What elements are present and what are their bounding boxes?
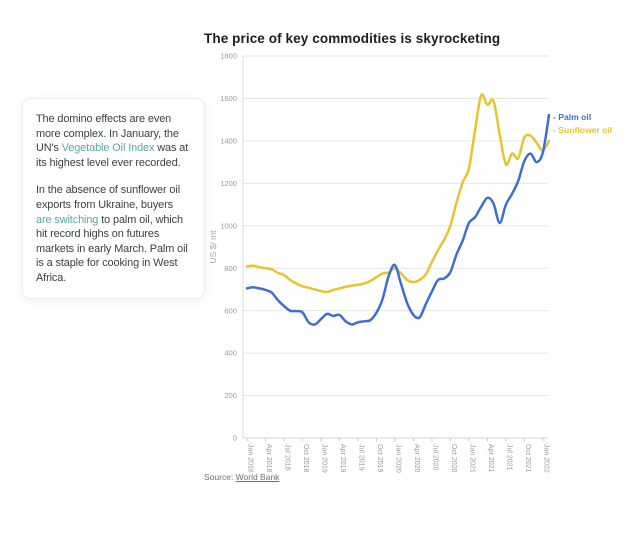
x-tick-label: Oct 2020 [450, 444, 457, 473]
x-tick-label: Jul 2018 [283, 444, 290, 471]
line-sunflower-oil [245, 93, 551, 294]
source-label: Source: [204, 472, 236, 482]
legend-palm-oil: - Palm oil [553, 112, 591, 122]
inline-text: In the absence of sunflower oil exports … [36, 184, 181, 211]
chart-title: The price of key commodities is skyrocke… [204, 31, 501, 46]
y-tick-label: 600 [224, 306, 237, 315]
x-tick-label: Jan 2022 [542, 444, 549, 473]
y-tick-label: 1800 [220, 52, 237, 61]
y-tick-label: 1600 [220, 94, 237, 103]
x-tick-label: Apr 2020 [413, 444, 420, 473]
x-tick-label: Apr 2021 [487, 444, 494, 473]
source-line: Source: World Bank [204, 472, 279, 482]
x-tick-label: Jan 2018 [247, 444, 254, 473]
annotation-paragraph-1: The domino effects are even more complex… [36, 112, 191, 170]
legend-sunflower-oil: - Sunflower oil [553, 125, 612, 135]
y-tick-label: 0 [233, 434, 237, 443]
x-tick-label: Jul 2021 [505, 444, 512, 471]
line-palm-oil [245, 113, 551, 326]
y-axis-label: US $/ mt [208, 230, 218, 264]
x-tick-label: Jul 2019 [357, 444, 364, 471]
y-tick-label: 400 [224, 349, 237, 358]
x-tick-label: Jan 2020 [394, 444, 401, 473]
y-tick-label: 1400 [220, 136, 237, 145]
x-tick-label: Jul 2020 [431, 444, 438, 471]
inline-text: was at its highest level ever recorded. [36, 142, 189, 169]
x-tick-label: Apr 2019 [339, 444, 346, 473]
x-tick-label: Apr 2018 [265, 444, 272, 473]
inline-link[interactable]: Vegetable Oil Index [61, 142, 155, 155]
x-tick-label: Jan 2019 [320, 444, 327, 473]
x-tick-label: Oct 2021 [524, 444, 531, 473]
annotation-card: The domino effects are even more complex… [22, 98, 205, 299]
annotation-paragraph-2: In the absence of sunflower oil exports … [36, 183, 191, 285]
y-tick-label: 1200 [220, 179, 237, 188]
inline-text: The domino effects are even more complex… [36, 113, 179, 155]
y-tick-label: 800 [224, 264, 237, 273]
y-tick-label: 1000 [220, 221, 237, 230]
x-tick-label: Oct 2019 [376, 444, 383, 473]
source-link[interactable]: World Bank [235, 472, 280, 482]
x-tick-label: Jan 2021 [468, 444, 475, 473]
y-tick-label: 200 [224, 391, 237, 400]
x-tick-label: Oct 2018 [302, 444, 309, 473]
inline-link[interactable]: are switching [36, 213, 99, 226]
inline-text: to palm oil, which hit record highs on f… [36, 213, 188, 284]
